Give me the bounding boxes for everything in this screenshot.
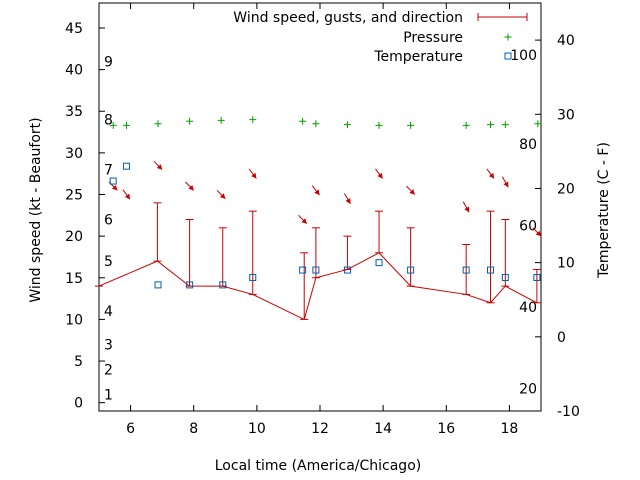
wind-direction-arrowhead <box>111 184 118 191</box>
legend: Wind speed, gusts, and direction Pressure… <box>233 10 528 65</box>
legend-label-temperature: Temperature <box>373 49 463 65</box>
wind-direction-arrowhead <box>219 193 226 199</box>
temperature-point <box>375 259 383 267</box>
wind-direction-arrowhead <box>251 172 257 179</box>
temperature-point <box>312 266 320 274</box>
legend-swatch-temperature <box>504 52 512 60</box>
wind-direction-arrowhead <box>377 172 383 179</box>
pressure-point <box>312 120 320 128</box>
beaufort-label: 7 <box>104 163 113 179</box>
legend-label-pressure: Pressure <box>403 30 463 46</box>
x-tick-label: 10 <box>248 421 266 437</box>
beaufort-label: 1 <box>104 387 113 403</box>
wind-direction-arrowhead <box>188 184 194 191</box>
beaufort-label: 5 <box>104 254 113 270</box>
y-tick-label: 20 <box>65 229 83 245</box>
temperature-point <box>109 177 117 185</box>
beaufort-label: 3 <box>104 337 113 353</box>
legend-swatch-pressure <box>504 33 512 41</box>
y-tick-label: 35 <box>65 104 83 120</box>
beaufort-label: 6 <box>104 212 113 228</box>
wind-direction-arrowhead <box>124 193 131 200</box>
beaufort-label: 9 <box>104 54 113 70</box>
y-tick-label: 30 <box>65 146 83 162</box>
fahrenheit-label: 100 <box>510 48 537 64</box>
pressure-point <box>501 121 509 129</box>
pressure-point <box>109 121 117 129</box>
pressure-point <box>462 121 470 129</box>
y-tick-label: 10 <box>65 312 83 328</box>
wind-direction-arrowhead <box>535 230 542 237</box>
y2-axis-label: Temperature (C - F) <box>596 142 612 279</box>
temperature-point <box>407 266 415 274</box>
wind-direction-arrowhead <box>314 189 320 196</box>
wind-direction-arrowhead <box>345 198 351 204</box>
pressure-point <box>122 121 130 129</box>
y-tick-label: 5 <box>74 354 83 370</box>
plot-area <box>95 116 542 321</box>
x-axis-label: Local time (America/Chicago) <box>215 458 421 474</box>
wind-speed-line <box>98 252 538 321</box>
pressure-point <box>217 116 225 124</box>
beaufort-label: 4 <box>104 304 113 320</box>
temperature-point <box>462 266 470 274</box>
temperature-point <box>533 273 541 281</box>
y2-tick-label: -10 <box>557 404 580 420</box>
temperature-point <box>343 266 351 274</box>
beaufort-label: 8 <box>104 113 113 129</box>
axes: 6 8 10 12 14 16 18051015202530354045-100102030… <box>65 2 580 437</box>
pressure-point <box>343 121 351 129</box>
wind-direction-arrowhead <box>503 181 509 188</box>
fahrenheit-label: 80 <box>519 137 537 153</box>
y2-tick-label: 40 <box>557 33 575 49</box>
temperature-point <box>299 266 307 274</box>
y-tick-label: 40 <box>65 63 83 79</box>
wind-direction-arrowhead <box>156 164 163 170</box>
y-tick-label: 25 <box>65 188 83 204</box>
plot-frame <box>98 2 542 412</box>
y-tick-label: 45 <box>65 21 83 37</box>
pressure-point <box>186 117 194 125</box>
y-tick-label: 0 <box>74 396 83 412</box>
pressure-point <box>299 117 307 125</box>
x-tick-label: 16 <box>437 421 455 437</box>
wind-direction-arrowhead <box>488 172 495 179</box>
pressure-point <box>407 121 415 129</box>
x-tick-label: 14 <box>374 421 392 437</box>
y-tick-label: 15 <box>65 271 83 287</box>
pressure-point <box>375 121 383 129</box>
fahrenheit-label: 20 <box>519 382 537 398</box>
x-tick-label: 8 <box>189 421 198 437</box>
y2-tick-label: 0 <box>557 330 566 346</box>
wind-direction-arrowhead <box>464 206 470 213</box>
temperature-point <box>501 273 509 281</box>
wind-direction-arrowhead <box>409 189 415 195</box>
temperature-point <box>249 273 257 281</box>
y2-tick-label: 30 <box>557 107 575 123</box>
temperature-point <box>486 266 494 274</box>
x-tick-label: 12 <box>311 421 329 437</box>
temperature-point <box>154 281 162 289</box>
y2-tick-label: 10 <box>557 256 575 272</box>
wind-direction-arrowhead <box>301 218 307 224</box>
beaufort-label: 2 <box>104 362 113 378</box>
x-tick-label: 18 <box>501 421 519 437</box>
temperature-point <box>122 162 130 170</box>
y-axis-label: Wind speed (kt - Beaufort) <box>28 117 44 302</box>
temperature-point <box>219 281 227 289</box>
fahrenheit-label: 40 <box>519 300 537 316</box>
pressure-point <box>534 120 542 128</box>
temperature-point <box>186 281 194 289</box>
y2-tick-label: 20 <box>557 181 575 197</box>
x-tick-label: 6 <box>126 421 135 437</box>
legend-label-wind: Wind speed, gusts, and direction <box>233 10 463 26</box>
pressure-point <box>154 120 162 128</box>
pressure-point <box>249 116 257 124</box>
fahrenheit-label: 60 <box>519 219 537 235</box>
pressure-point <box>486 121 494 129</box>
